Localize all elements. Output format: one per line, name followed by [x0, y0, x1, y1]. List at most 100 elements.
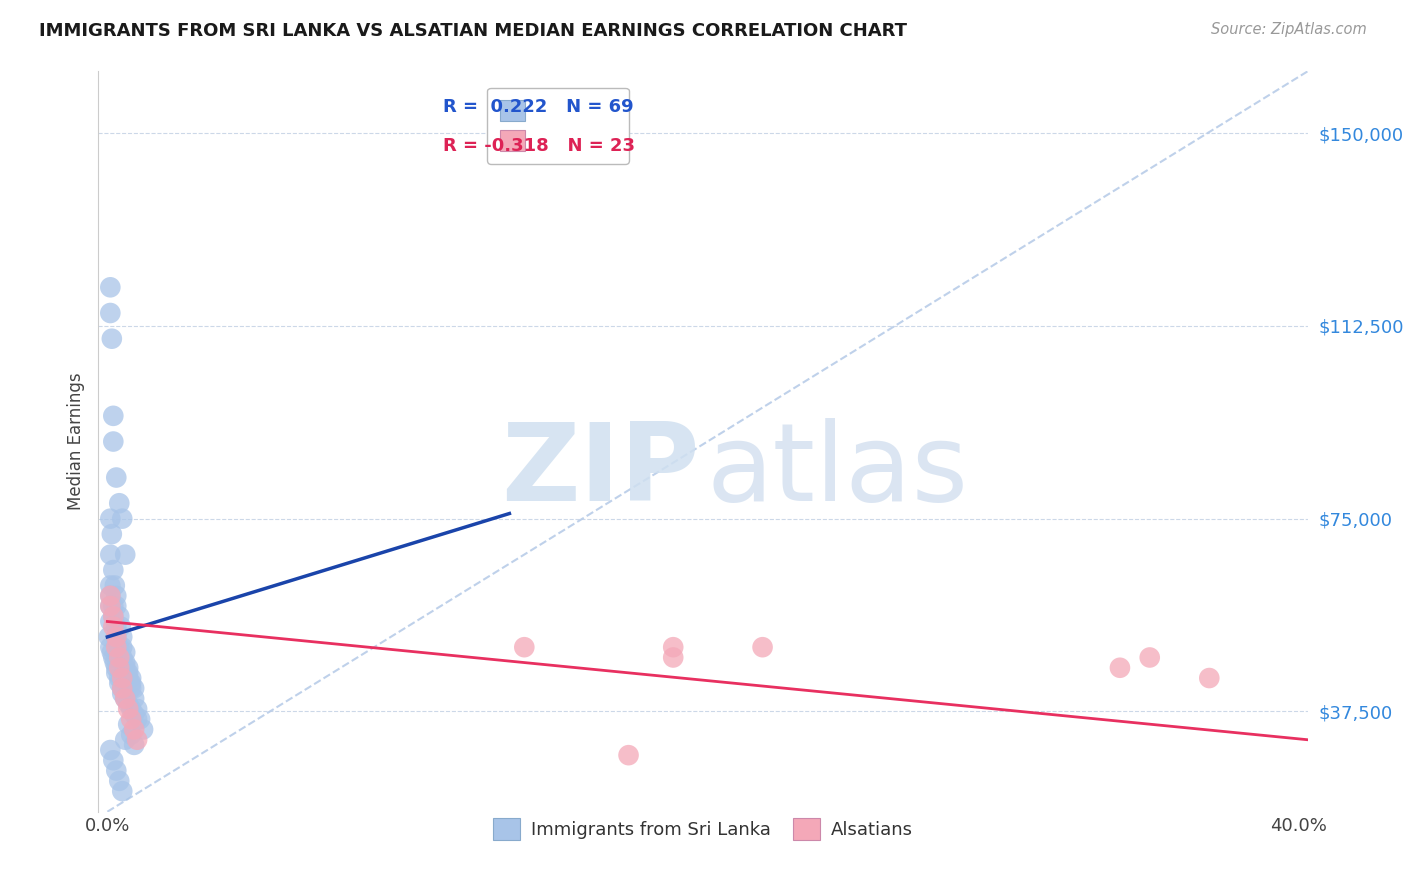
Point: [132, 723, 155, 737]
Point: [98, 589, 121, 603]
Point: [122, 706, 145, 721]
Point: [122, 738, 145, 752]
Point: [662, 650, 685, 665]
Point: [129, 712, 152, 726]
Point: [117, 717, 139, 731]
Point: [105, 630, 128, 644]
Point: [127, 712, 149, 726]
Point: [98, 599, 121, 613]
Point: [111, 671, 134, 685]
Point: [111, 511, 134, 525]
Point: [101, 527, 124, 541]
Point: [103, 620, 125, 634]
Point: [103, 753, 125, 767]
Point: [111, 681, 134, 696]
Point: [98, 548, 121, 562]
Point: [127, 732, 149, 747]
Point: [111, 681, 134, 696]
Point: [105, 640, 128, 655]
Point: [98, 743, 121, 757]
Point: [105, 665, 128, 680]
Point: [105, 620, 128, 634]
Point: [98, 640, 121, 655]
Point: [114, 656, 136, 670]
Point: [103, 599, 125, 613]
Point: [1109, 661, 1132, 675]
Point: [117, 665, 139, 680]
Point: [98, 280, 121, 294]
Point: [105, 470, 128, 484]
Point: [114, 661, 136, 675]
Point: [111, 784, 134, 798]
Point: [114, 691, 136, 706]
Point: [122, 681, 145, 696]
Point: [120, 728, 142, 742]
Point: [103, 609, 125, 624]
Point: [120, 676, 142, 690]
Point: [108, 773, 131, 788]
Point: [122, 723, 145, 737]
Legend: Immigrants from Sri Lanka, Alsatians: Immigrants from Sri Lanka, Alsatians: [486, 811, 920, 847]
Point: [103, 434, 125, 449]
Point: [111, 630, 134, 644]
Text: ZIP: ZIP: [501, 418, 699, 524]
Point: [105, 630, 128, 644]
Text: R = -0.318   N = 23: R = -0.318 N = 23: [443, 136, 636, 154]
Point: [105, 589, 128, 603]
Point: [662, 640, 685, 655]
Point: [103, 609, 125, 624]
Point: [751, 640, 773, 655]
Point: [110, 620, 132, 634]
Point: [104, 578, 127, 592]
Point: [117, 661, 139, 675]
Point: [98, 615, 121, 629]
Point: [108, 496, 131, 510]
Point: [98, 306, 121, 320]
Point: [122, 691, 145, 706]
Point: [1198, 671, 1220, 685]
Point: [98, 511, 121, 525]
Point: [104, 656, 127, 670]
Text: R =  0.222   N = 69: R = 0.222 N = 69: [443, 98, 634, 116]
Point: [105, 764, 128, 778]
Text: Source: ZipAtlas.com: Source: ZipAtlas.com: [1211, 22, 1367, 37]
Point: [117, 671, 139, 685]
Point: [98, 578, 121, 592]
Point: [98, 599, 121, 613]
Point: [111, 650, 134, 665]
Point: [103, 563, 125, 577]
Point: [98, 589, 121, 603]
Point: [108, 661, 131, 675]
Point: [127, 702, 149, 716]
Y-axis label: Median Earnings: Median Earnings: [66, 373, 84, 510]
Point: [108, 640, 131, 655]
Point: [120, 681, 142, 696]
Point: [114, 548, 136, 562]
Point: [117, 702, 139, 716]
Point: [103, 650, 125, 665]
Point: [120, 671, 142, 685]
Point: [117, 697, 139, 711]
Point: [103, 409, 125, 423]
Point: [114, 732, 136, 747]
Point: [105, 599, 128, 613]
Point: [111, 686, 134, 700]
Point: [108, 671, 131, 685]
Point: [108, 650, 131, 665]
Text: atlas: atlas: [707, 418, 969, 524]
Point: [101, 645, 124, 659]
Point: [97, 630, 120, 644]
Point: [114, 691, 136, 706]
Point: [111, 640, 134, 655]
Point: [120, 712, 142, 726]
Point: [108, 609, 131, 624]
Point: [1139, 650, 1161, 665]
Point: [108, 676, 131, 690]
Point: [101, 332, 124, 346]
Point: [105, 661, 128, 675]
Point: [617, 748, 640, 763]
Point: [120, 702, 142, 716]
Point: [114, 645, 136, 659]
Point: [513, 640, 536, 655]
Text: IMMIGRANTS FROM SRI LANKA VS ALSATIAN MEDIAN EARNINGS CORRELATION CHART: IMMIGRANTS FROM SRI LANKA VS ALSATIAN ME…: [39, 22, 907, 40]
